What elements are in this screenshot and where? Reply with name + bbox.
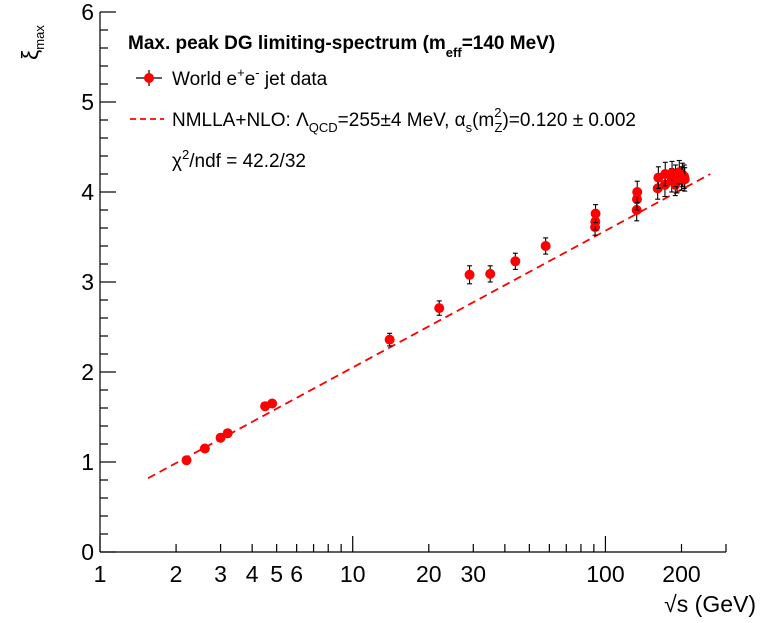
x-tick-label: 200 — [662, 561, 700, 587]
data-marker — [267, 398, 278, 409]
x-tick-label: 4 — [246, 561, 259, 587]
data-point — [510, 252, 521, 270]
data-marker — [679, 174, 690, 185]
y-tick-label: 4 — [81, 179, 94, 205]
legend-chi2: χ2/ndf = 42.2/32 — [172, 147, 306, 172]
y-tick-label: 5 — [81, 89, 94, 115]
data-marker — [485, 268, 496, 279]
data-point — [540, 237, 551, 255]
y-axis-title: ξmax — [17, 25, 47, 60]
data-marker — [199, 443, 210, 454]
x-tick-label: 1 — [94, 561, 107, 587]
data-marker — [181, 455, 192, 466]
data-marker — [540, 241, 551, 251]
x-tick-label: 5 — [270, 561, 283, 587]
x-tick-label: 30 — [460, 561, 486, 587]
data-point — [222, 428, 233, 439]
data-point — [464, 265, 475, 285]
data-point — [590, 204, 601, 224]
svg-text:ξmax: ξmax — [17, 25, 47, 60]
data-marker — [215, 432, 226, 443]
x-tick-label: 100 — [586, 561, 624, 587]
data-point — [199, 443, 210, 454]
y-ticks: 0 1 2 3 4 5 6 — [81, 0, 116, 565]
data-point — [181, 455, 192, 466]
data-marker — [464, 269, 475, 280]
legend: Max. peak DG limiting-spectrum (meff=140… — [128, 33, 636, 172]
y-axis-title-sub: max — [32, 25, 47, 50]
data-point — [679, 167, 690, 192]
x-tick-label: 3 — [214, 561, 227, 587]
data-marker — [632, 187, 643, 197]
data-point — [215, 432, 226, 443]
legend-header: Max. peak DG limiting-spectrum (meff=140… — [128, 33, 555, 60]
legend-data-marker — [136, 70, 162, 86]
x-tick-label: 6 — [290, 561, 303, 587]
data-marker — [510, 256, 521, 267]
x-axis-title: √s (GeV) — [664, 591, 756, 617]
y-tick-label: 0 — [81, 539, 94, 565]
data-marker — [222, 428, 233, 439]
x-tick-label: 20 — [416, 561, 442, 587]
x-ticks: 1 2 3 4 5 6 10 20 30 100 200 — [94, 536, 727, 587]
y-tick-label: 2 — [81, 359, 94, 385]
data-point — [434, 300, 445, 316]
data-point — [267, 398, 278, 409]
y-tick-label: 6 — [81, 0, 94, 25]
legend-data-label: World e+e- jet data — [172, 65, 328, 90]
data-marker — [384, 334, 395, 345]
data-marker — [434, 303, 445, 314]
y-tick-label: 3 — [81, 269, 94, 295]
fit-line — [147, 173, 711, 479]
x-tick-label: 2 — [170, 561, 183, 587]
y-axis-title-main: ξ — [17, 50, 43, 60]
data-point — [632, 180, 643, 204]
data-marker — [590, 208, 601, 219]
data-points — [181, 159, 690, 466]
y-tick-label: 1 — [81, 449, 94, 475]
data-point — [485, 265, 496, 283]
legend-fit-label: NMLLA+NLO: ΛQCD=255±4 MeV, αs(m2 Z)=0.120… — [172, 105, 636, 135]
data-point — [384, 332, 395, 347]
x-tick-label: 10 — [340, 561, 366, 587]
